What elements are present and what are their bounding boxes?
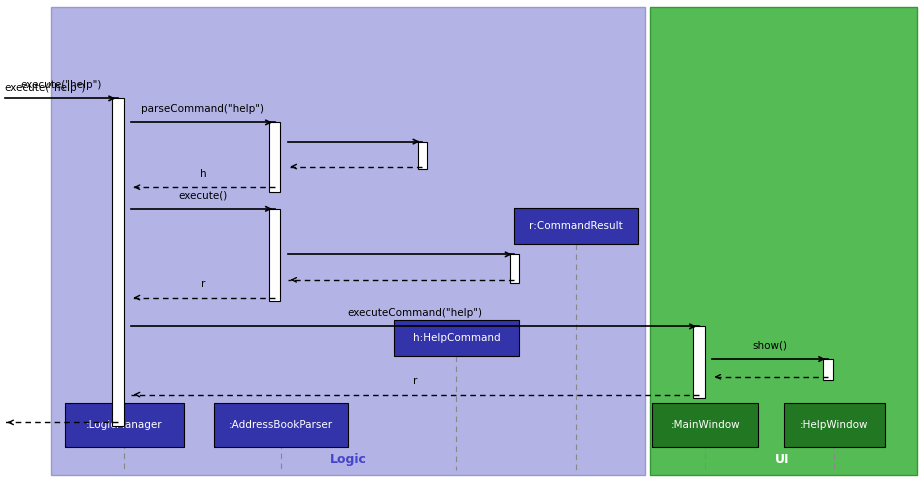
- Text: executeCommand("help"): executeCommand("help"): [348, 308, 482, 318]
- Text: UI: UI: [774, 453, 789, 467]
- Bar: [269, 122, 280, 192]
- Bar: [650, 7, 917, 475]
- Text: r: r: [413, 376, 417, 386]
- Bar: [418, 142, 427, 169]
- Text: execute("help"): execute("help"): [5, 83, 86, 93]
- Text: :MainWindow: :MainWindow: [670, 420, 740, 430]
- Text: r: r: [201, 279, 205, 289]
- Text: :HelpWindow: :HelpWindow: [800, 420, 869, 430]
- Text: :AddressBookParser: :AddressBookParser: [230, 420, 333, 430]
- Bar: [510, 254, 519, 283]
- Bar: [269, 209, 280, 301]
- Text: execute(): execute(): [178, 190, 228, 200]
- Text: r:CommandResult: r:CommandResult: [529, 221, 623, 230]
- Bar: [784, 403, 885, 447]
- Text: h:HelpCommand: h:HelpCommand: [412, 334, 501, 343]
- Text: show(): show(): [752, 340, 787, 350]
- Bar: [112, 98, 124, 426]
- Bar: [51, 7, 645, 475]
- Text: :LogicManager: :LogicManager: [86, 420, 163, 430]
- Text: parseCommand("help"): parseCommand("help"): [141, 104, 265, 114]
- Bar: [214, 403, 348, 447]
- Bar: [394, 321, 518, 356]
- Bar: [65, 403, 184, 447]
- Text: h: h: [199, 168, 207, 179]
- Bar: [823, 359, 833, 380]
- Text: Logic: Logic: [330, 453, 367, 467]
- Bar: [514, 207, 638, 243]
- Bar: [693, 326, 705, 398]
- Bar: [652, 403, 758, 447]
- Text: execute("help"): execute("help"): [20, 80, 102, 90]
